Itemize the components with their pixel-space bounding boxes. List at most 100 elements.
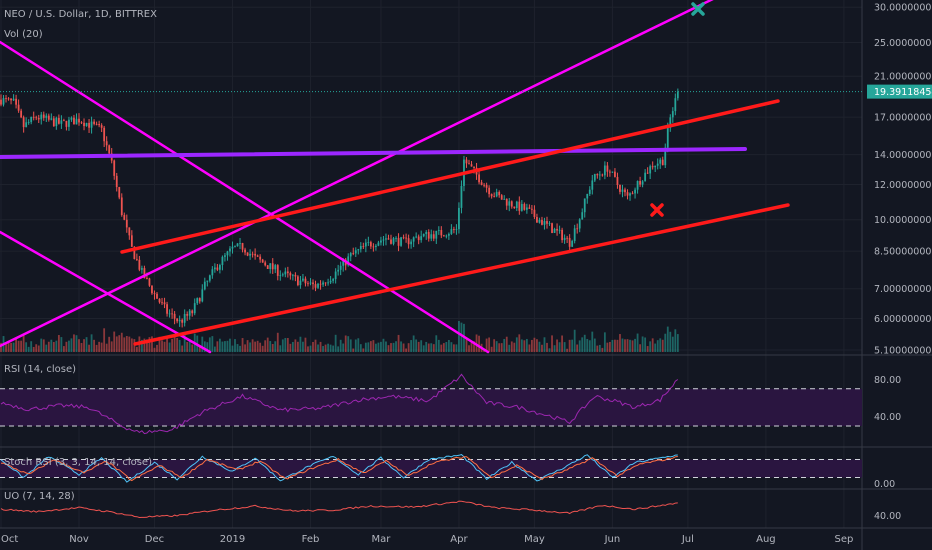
uo-pane: 40.00 — [0, 500, 901, 522]
volume-bar — [624, 339, 626, 352]
candle-body — [571, 240, 574, 247]
volume-bar — [520, 339, 523, 352]
volume-bar — [178, 339, 181, 352]
candle-body — [460, 185, 463, 208]
candle-body — [297, 276, 299, 286]
oscillator-tick-label: 80.00 — [874, 375, 901, 386]
candle-body — [103, 127, 106, 142]
volume-bar — [168, 342, 171, 352]
candle-body — [100, 125, 103, 128]
volume-bar — [377, 342, 380, 352]
candle-body — [636, 180, 639, 190]
volume-bar — [130, 338, 133, 352]
volume-bar — [498, 343, 501, 352]
volume-bar — [20, 340, 23, 352]
candle-body — [314, 284, 317, 288]
candle-body — [669, 117, 672, 128]
volume-bar — [123, 337, 126, 352]
volume-bar — [626, 339, 629, 352]
volume-bar — [531, 339, 533, 352]
candle-body — [279, 275, 282, 277]
volume-bar — [616, 339, 619, 352]
volume-bar — [478, 335, 480, 352]
volume-bar — [440, 344, 443, 352]
time-tick-label: Mar — [371, 534, 391, 545]
volume-bar — [251, 339, 254, 352]
volume-bar — [246, 340, 249, 352]
volume-bar — [352, 348, 355, 352]
candle-body — [402, 237, 405, 239]
volume-bar — [105, 343, 108, 352]
trendline-drawings[interactable] — [0, 0, 862, 354]
volume-bar — [17, 340, 20, 352]
volume-bar — [327, 343, 329, 352]
time-tick-label: Jul — [681, 534, 694, 545]
candle-body — [213, 267, 216, 270]
volume-bar — [614, 339, 616, 352]
volume-bar — [528, 344, 531, 352]
volume-bar — [229, 338, 231, 352]
volume-bar — [470, 341, 473, 352]
purple-horizontal-line — [0, 147, 747, 159]
volume-bar — [598, 344, 601, 352]
candle-body — [95, 123, 98, 125]
volume-bar — [631, 340, 634, 352]
oscillator-line — [0, 373, 679, 435]
volume-bar — [100, 342, 103, 352]
volume-bar — [500, 343, 503, 352]
volume-bar — [563, 342, 566, 352]
volume-bar — [299, 336, 302, 352]
candle-body — [583, 198, 586, 213]
candle-body — [390, 239, 392, 244]
volume-bar — [357, 338, 360, 352]
volume-bar — [437, 339, 440, 352]
candle-body — [259, 256, 262, 260]
oscillator-band — [0, 388, 862, 427]
volume-bar — [15, 338, 17, 352]
candle-body — [5, 98, 7, 99]
candle-body — [478, 174, 480, 183]
candle-body — [191, 310, 194, 314]
price-tick-label: 10.00000000 — [874, 215, 932, 226]
volume-bar — [98, 341, 101, 352]
candle-body — [324, 282, 327, 284]
candle-body — [221, 256, 224, 266]
rsi-label: RSI (14, close) — [4, 364, 77, 375]
volume-bar — [95, 344, 98, 352]
candle-body — [531, 208, 533, 210]
candle-body — [206, 280, 209, 282]
candle-body — [73, 117, 75, 125]
volume-bar — [576, 344, 579, 352]
volume-bar — [450, 342, 453, 352]
volume-bar — [254, 341, 257, 352]
volume-bar — [646, 346, 649, 352]
price-tick-label: 14.00000000 — [874, 150, 932, 161]
candle-body — [231, 246, 234, 249]
candle-body — [256, 255, 259, 257]
magenta-trendline-2 — [0, 230, 212, 354]
time-tick-label: Dec — [145, 534, 164, 545]
volume-bar — [367, 342, 370, 352]
candle-body — [45, 115, 48, 118]
candle-body — [198, 298, 201, 302]
volume-bar — [135, 346, 138, 352]
candle-body — [415, 236, 418, 238]
candle-body — [284, 271, 287, 275]
candle-body — [598, 174, 601, 176]
candle-body — [453, 229, 455, 230]
volume-bar — [158, 336, 161, 352]
green-x-marker — [691, 2, 705, 16]
candle-body — [508, 201, 511, 206]
volume-bar — [473, 341, 475, 352]
volume-bar — [342, 343, 345, 352]
volume-bar — [407, 343, 410, 352]
oscillator-tick-label: 0.00 — [874, 479, 895, 490]
candle-body — [498, 191, 501, 196]
candle-body — [362, 246, 365, 247]
volume-bar — [173, 335, 176, 352]
candle-body — [128, 227, 131, 236]
volume-bar — [37, 345, 40, 352]
volume-bar — [656, 340, 659, 352]
volume-bar — [22, 335, 25, 352]
